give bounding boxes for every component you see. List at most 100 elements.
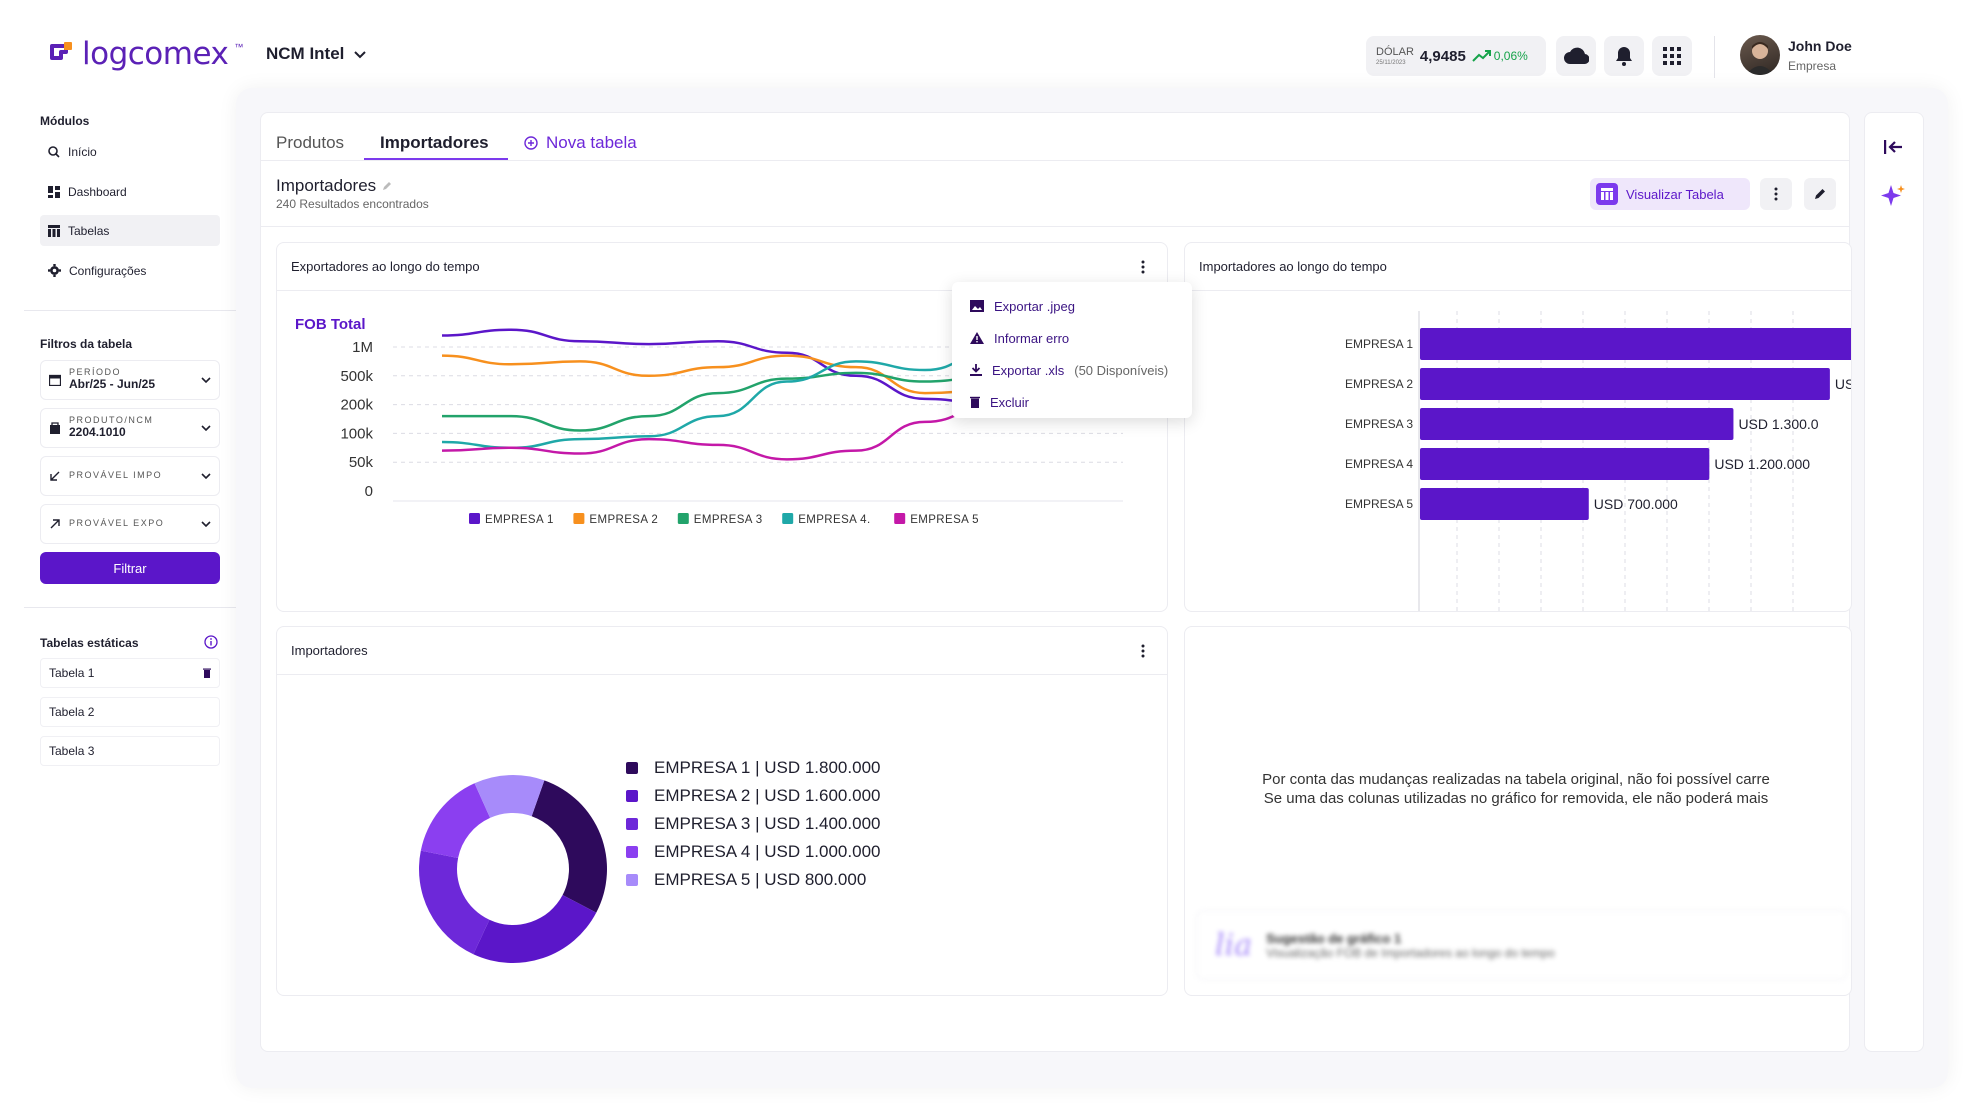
arrow-up-right-icon bbox=[50, 519, 60, 529]
legend-label: EMPRESA 3 | USD 1.400.000 bbox=[654, 814, 881, 833]
chevron-down-icon bbox=[201, 425, 211, 431]
menu-item-delete[interactable]: Excluir bbox=[952, 386, 1192, 418]
bar-category-label: EMPRESA 2 bbox=[1345, 377, 1413, 391]
panel-header: Exportadores ao longo do tempo bbox=[277, 243, 1167, 291]
menu-item-label: Excluir bbox=[990, 394, 1030, 410]
trash-icon bbox=[970, 396, 980, 408]
dollar-change: 0,06% bbox=[1472, 49, 1528, 63]
static-table-item[interactable]: Tabela 1 bbox=[40, 658, 220, 688]
edit-button[interactable] bbox=[1804, 178, 1836, 210]
bar-category-label: EMPRESA 4 bbox=[1345, 457, 1413, 471]
bar bbox=[1420, 408, 1734, 440]
menu-item-report-error[interactable]: Informar erro bbox=[952, 322, 1192, 354]
notifications-button[interactable] bbox=[1604, 36, 1644, 76]
sidebar-item-tabelas[interactable]: Tabelas bbox=[40, 215, 220, 246]
legend-item: EMPRESA 3 | USD 1.400.000 bbox=[626, 810, 880, 838]
static-tables-heading: Tabelas estáticas bbox=[40, 636, 139, 650]
plus-circle-icon bbox=[524, 136, 538, 150]
panel-menu-button[interactable] bbox=[1133, 257, 1153, 277]
tab-nova-tabela[interactable]: Nova tabela bbox=[524, 126, 637, 160]
bar-value-label: USD 700.000 bbox=[1594, 496, 1678, 512]
right-rail bbox=[1864, 112, 1924, 1052]
bar-category-label: EMPRESA 5 bbox=[1345, 497, 1413, 511]
brand-tm: ™ bbox=[234, 42, 244, 52]
legend-swatch bbox=[894, 513, 906, 524]
panel-title: Importadores bbox=[291, 643, 368, 658]
sidebar-divider bbox=[24, 310, 236, 311]
filter-key: PERÍODO bbox=[69, 367, 122, 378]
sidebar-item-label: Configurações bbox=[69, 263, 147, 278]
filter-provavel-expo[interactable]: PROVÁVEL EXPO bbox=[40, 504, 220, 544]
donut-legend: EMPRESA 1 | USD 1.800.000 EMPRESA 2 | USD… bbox=[626, 754, 880, 894]
bar-value-label: USD 1.300.0 bbox=[1738, 416, 1818, 432]
sidebar-item-label: Tabelas bbox=[68, 223, 110, 238]
panel-title: Importadores ao longo do tempo bbox=[1199, 259, 1387, 274]
legend-swatch bbox=[626, 846, 638, 858]
image-icon bbox=[970, 300, 984, 312]
tab-importadores[interactable]: Importadores bbox=[380, 133, 489, 152]
trash-icon bbox=[203, 668, 211, 678]
bar bbox=[1420, 448, 1710, 480]
legend-swatch bbox=[782, 513, 794, 524]
y-tick-label: 50k bbox=[349, 454, 374, 471]
results-count: 240 Resultados encontrados bbox=[276, 197, 429, 211]
static-table-item[interactable]: Tabela 2 bbox=[40, 697, 220, 727]
export-context-menu: Exportar .jpeg Informar erro Exportar .x… bbox=[952, 282, 1192, 418]
panel-header: Importadores bbox=[277, 627, 1167, 675]
dollar-label: DÓLAR bbox=[1376, 45, 1414, 58]
filters-heading: Filtros da tabela bbox=[40, 337, 133, 351]
info-icon[interactable] bbox=[204, 635, 218, 654]
gear-icon bbox=[48, 264, 61, 277]
product-switcher[interactable]: NCM Intel bbox=[266, 44, 367, 64]
kebab-menu-icon bbox=[1141, 644, 1145, 657]
legend-item: EMPRESA 4 | USD 1.000.000 bbox=[626, 838, 880, 866]
sidebar-item-dashboard[interactable]: Dashboard bbox=[40, 176, 220, 207]
user-company: Empresa bbox=[1788, 59, 1837, 73]
filter-produto-ncm[interactable]: PRODUTO/NCM 2204.1010 bbox=[40, 408, 220, 448]
donut-chart bbox=[419, 775, 607, 963]
chart-unavailable-message: Por conta das mudanças realizadas na tab… bbox=[1180, 770, 1852, 808]
tab-produtos[interactable]: Produtos bbox=[276, 133, 345, 152]
static-table-label: Tabela 1 bbox=[49, 666, 95, 680]
menu-item-export-jpeg[interactable]: Exportar .jpeg bbox=[952, 290, 1192, 322]
bar bbox=[1420, 368, 1830, 400]
static-table-item[interactable]: Tabela 3 bbox=[40, 736, 220, 766]
bar-chart-panel: Importadores ao longo do tempo EMPRESA 1… bbox=[1184, 242, 1852, 612]
panel-header: Importadores ao longo do tempo bbox=[1185, 243, 1851, 291]
y-tick-label: 100k bbox=[340, 425, 373, 442]
filter-value: 2204.1010 bbox=[69, 425, 126, 440]
ai-sparkle-icon[interactable] bbox=[1881, 183, 1907, 214]
cloud-icon bbox=[1564, 47, 1589, 65]
collapse-panel-icon[interactable] bbox=[1884, 139, 1904, 160]
legend-swatch bbox=[573, 513, 585, 524]
sidebar-item-inicio[interactable]: Início bbox=[40, 136, 220, 167]
lia-suggestion-card[interactable]: lia Sugestão de gráfico 1 Visualização F… bbox=[1196, 910, 1848, 980]
filter-key: PROVÁVEL IMPO bbox=[69, 470, 163, 481]
panel-menu-button[interactable] bbox=[1133, 641, 1153, 661]
brand-logo[interactable]: logcomex ™ bbox=[46, 36, 243, 72]
legend-swatch bbox=[469, 513, 480, 524]
filter-button[interactable]: Filtrar bbox=[40, 552, 220, 584]
brand-name: logcomex bbox=[82, 36, 229, 72]
menu-item-export-xls[interactable]: Exportar .xls (50 Disponíveis) bbox=[952, 354, 1192, 386]
package-icon bbox=[50, 422, 60, 434]
avatar[interactable] bbox=[1740, 35, 1780, 75]
y-tick-label: 0 bbox=[365, 483, 373, 500]
legend-swatch bbox=[626, 790, 638, 802]
modules-heading: Módulos bbox=[40, 114, 90, 128]
panel-title: Exportadores ao longo do tempo bbox=[291, 259, 480, 274]
filter-periodo[interactable]: PERÍODO Abr/25 - Jun/25 bbox=[40, 360, 220, 400]
more-options-button[interactable] bbox=[1760, 178, 1792, 210]
bar bbox=[1420, 328, 1851, 360]
sidebar-item-configuracoes[interactable]: Configurações bbox=[40, 255, 220, 286]
topbar-divider bbox=[1714, 36, 1715, 78]
grid-apps-icon bbox=[1663, 47, 1681, 65]
user-name[interactable]: John Doe bbox=[1788, 38, 1852, 54]
chart-title: FOB Total bbox=[295, 316, 366, 333]
header-divider bbox=[261, 226, 1849, 227]
filter-provavel-impo[interactable]: PROVÁVEL IMPO bbox=[40, 456, 220, 496]
view-table-button[interactable]: Visualizar Tabela bbox=[1590, 178, 1750, 210]
dashboard-icon bbox=[48, 185, 60, 198]
cloud-button[interactable] bbox=[1556, 36, 1596, 76]
apps-button[interactable] bbox=[1652, 36, 1692, 76]
